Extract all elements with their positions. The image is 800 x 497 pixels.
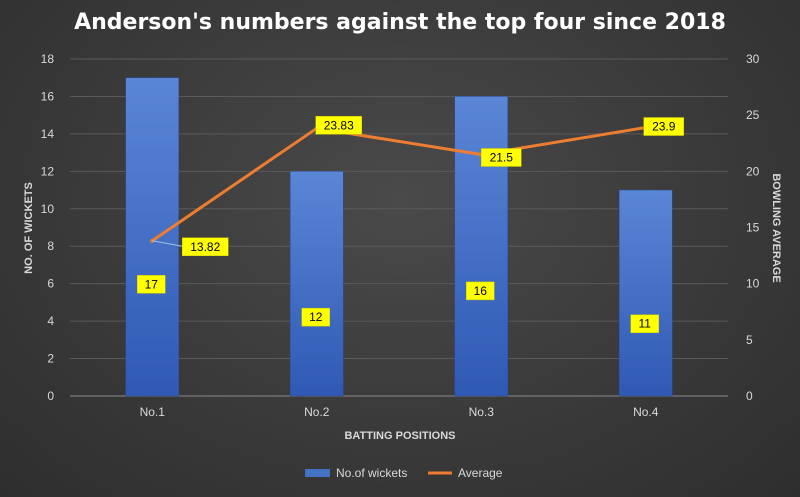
- leader-line: [152, 240, 186, 248]
- legend-swatch-bar: [305, 469, 330, 477]
- line-value-label: 23.9: [652, 120, 676, 134]
- y2-tick-label: 15: [746, 221, 760, 235]
- y-tick-label: 16: [41, 89, 55, 103]
- line-value-label-box: [182, 237, 229, 257]
- y2-tick-label: 20: [746, 164, 760, 178]
- y-axis-title: NO. OF WICKETS: [23, 182, 35, 274]
- bar-value-label-box: [630, 314, 659, 333]
- bar: [619, 189, 673, 397]
- y2-axis-title: BOWLING AVERAGE: [770, 173, 782, 282]
- line-value-label: 23.83: [324, 118, 354, 132]
- y2-tick-label: 10: [746, 277, 760, 291]
- y-tick-label: 18: [41, 52, 55, 66]
- gridlines: [70, 58, 728, 397]
- legend-label: No.of wickets: [336, 466, 407, 480]
- x-tick-label: No.4: [633, 405, 659, 419]
- bar: [125, 77, 179, 397]
- x-tick-label: No.1: [140, 405, 166, 419]
- line-value-label-box: [315, 116, 362, 135]
- bar-value-label-box: [301, 307, 330, 327]
- y2-tick-label: 0: [746, 389, 753, 403]
- y-tick-label: 2: [47, 352, 54, 366]
- x-axis-title: BATTING POSITIONS: [344, 430, 455, 442]
- axes: 0 2 4 6 8 10 12 14 16 18 0 5 10 15 20 25 30 No.1 No.2 No.3 N…: [41, 52, 760, 419]
- bar-value-label: 16: [474, 284, 488, 298]
- y2-tick-label: 25: [746, 108, 760, 122]
- y-tick-label: 8: [47, 239, 54, 253]
- chart-title: Anderson's numbers against the top four …: [74, 10, 726, 35]
- x-tick-label: No.3: [469, 405, 495, 419]
- bar-value-label: 11: [639, 317, 652, 331]
- legend-label: Average: [458, 466, 503, 480]
- bar-value-label: 12: [309, 310, 323, 324]
- y2-tick-label: 30: [746, 52, 760, 66]
- y-tick-label: 6: [47, 277, 54, 291]
- line-value-label-box: [643, 117, 684, 136]
- average-line: [151, 126, 646, 242]
- line-series: [150, 125, 648, 243]
- y2-tick-label: 5: [746, 333, 753, 347]
- bar-value-label-box: [466, 281, 495, 301]
- bar: [290, 171, 344, 397]
- x-tick-label: No.2: [304, 405, 330, 419]
- line-value-label: 21.5: [490, 150, 514, 164]
- bar-value-label: 17: [145, 277, 159, 291]
- line-value-label: 13.82: [190, 240, 220, 254]
- y-tick-label: 14: [41, 127, 55, 141]
- line-value-label-box: [481, 148, 522, 167]
- y-tick-label: 0: [47, 389, 54, 403]
- legend: No.of wickets Average: [305, 466, 503, 480]
- data-labels: 17 12 16 11 13.82 23.83 21.5 23.9: [137, 116, 684, 333]
- y-tick-label: 12: [41, 164, 55, 178]
- bar-series: [125, 77, 673, 397]
- y-tick-label: 4: [47, 314, 54, 328]
- y-tick-label: 10: [41, 202, 55, 216]
- bar: [454, 96, 508, 397]
- bar-value-label-box: [137, 275, 166, 294]
